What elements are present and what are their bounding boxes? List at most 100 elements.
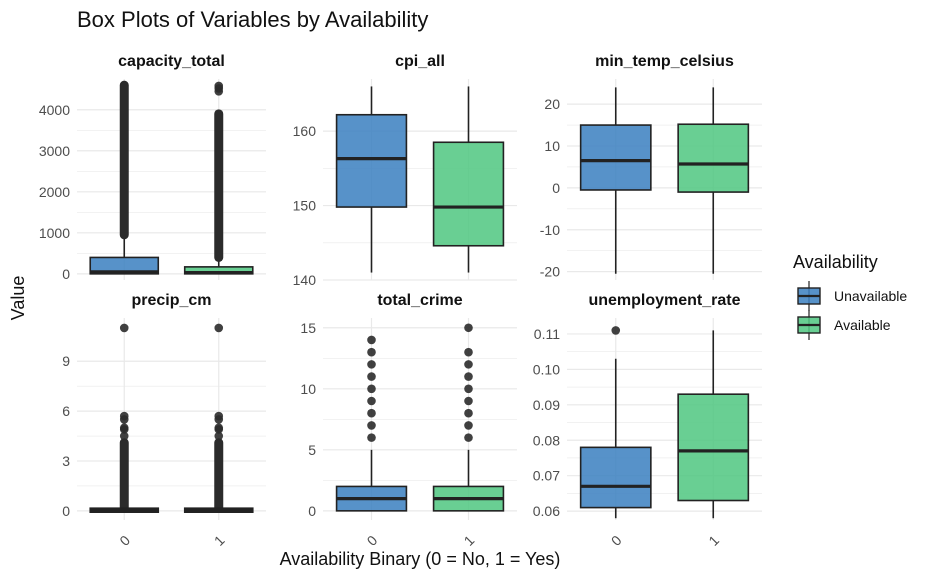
outlier-point [367,347,376,357]
y-tick-label: 0.07 [533,468,560,484]
outlier-point [367,335,376,345]
y-tick-label: 10 [544,138,560,154]
outlier-point [464,372,473,381]
y-tick-label: 0.08 [533,432,560,448]
y-tick-label: 0 [308,503,316,519]
legend-label: Unavailable [834,288,907,304]
y-tick-label: 1000 [39,225,70,241]
x-tick-label: 0 [116,532,133,549]
box-group-cpi-all-1 [432,86,505,273]
outlier-point [464,408,473,418]
y-tick-label: 0 [552,180,560,196]
y-tick-label: 160 [293,123,317,139]
box-group-precip-cm-0 [89,323,160,513]
y-tick-label: 4000 [39,102,70,118]
outlier-point [464,384,473,394]
outlier-point [464,360,473,369]
outlier-point [367,421,376,430]
outlier-point [119,423,129,433]
strip-label-total-crime: total_crime [377,292,462,309]
outlier-point [464,396,473,406]
y-tick-label: 5 [308,442,316,458]
x-tick-label: 1 [461,532,478,549]
legend: Availability Unavailable Available [793,252,907,340]
y-tick-label: 0 [62,266,70,282]
box-group-total-crime-0 [335,335,408,512]
y-tick-label: 0.06 [533,503,560,519]
panel-min-temp-celsius: min_temp_celsius -20 -10 0 10 20 [540,53,762,280]
legend-entry-available: Available [797,310,891,340]
panel-total-crime: total_crime 0 5 10 15 0 1 [300,292,517,549]
legend-entries: Unavailable Available [797,281,907,340]
legend-title: Availability [793,252,878,272]
chart-title: Box Plots of Variables by Availability [77,7,428,32]
outlier-point [367,384,376,394]
panel-unemployment-rate: unemployment_rate 0.06 0.07 0.08 0.09 0.10 0.1… [533,292,762,549]
y-tick-label: 15 [300,320,316,336]
outlier-point [464,347,473,357]
panel-precip-cm: precip_cm 0 3 6 9 0 1 [62,292,266,549]
box-group-unemployment-rate-0 [579,326,652,519]
outlier-point [119,411,129,421]
box [432,141,505,247]
y-tick-label: 10 [300,381,316,397]
x-axis-title: Availability Binary (0 = No, 1 = Yes) [280,549,561,569]
y-tick-label: 150 [293,198,317,214]
x-tick-label: 1 [211,532,228,549]
box-group-total-crime-1 [432,323,505,512]
outlier-band [119,80,129,240]
box [677,123,750,193]
y-tick-label: 3 [62,453,70,469]
y-axis-title: Value [8,276,28,321]
y-tick-label: 6 [62,403,70,419]
strip-label-capacity-total: capacity_total [118,53,225,70]
box [579,446,652,509]
box [89,256,160,275]
strip-label-cpi-all: cpi_all [395,53,445,70]
outlier-point [214,81,224,91]
outlier-point [119,323,129,333]
legend-entry-unavailable: Unavailable [797,281,907,311]
y-tick-label: 0 [62,503,70,519]
outlier-point [464,421,473,430]
strip-label-unemployment-rate: unemployment_rate [588,292,740,309]
y-tick-label: 0.09 [533,397,560,413]
y-tick-label: -20 [540,264,560,280]
facet-panels: capacity_total01000200030004000cpi_all14… [39,53,762,549]
box [335,113,408,208]
x-tick-label: 0 [364,532,381,549]
box [579,124,652,191]
outlier-band [214,438,224,513]
outlier-point [611,326,621,335]
box-group-capacity-total-0 [89,80,160,275]
x-tick-label: 0 [608,532,625,549]
strip-label-precip-cm: precip_cm [131,292,211,309]
y-tick-label: 20 [544,96,560,112]
y-tick-label: 140 [293,272,317,288]
outlier-point [119,431,129,441]
outlier-point [464,433,473,442]
box-group-min-temp-celsius-1 [677,87,750,274]
box-group-capacity-total-1 [183,81,254,275]
outlier-point [214,431,224,441]
box-group-min-temp-celsius-0 [579,87,652,274]
x-tick-label: 1 [705,532,722,549]
box-group-unemployment-rate-1 [677,330,750,519]
outlier-point [214,423,224,433]
y-tick-label: 3000 [39,143,70,159]
box-group-precip-cm-1 [183,323,254,513]
panel-cpi-all: cpi_all 140 150 160 [293,53,517,288]
box-group-cpi-all-0 [335,86,408,273]
y-tick-label: 0.11 [534,326,560,342]
y-tick-label: 9 [62,353,70,369]
y-tick-label: 2000 [39,184,70,200]
outlier-point [464,323,473,333]
legend-label: Available [834,317,891,333]
y-tick-label: 0.10 [533,361,560,377]
outlier-point [367,372,376,381]
strip-label-min-temp-celsius: min_temp_celsius [595,53,734,70]
panel-capacity-total: capacity_total 0 1000 2000 3000 4000 [39,53,266,282]
outlier-point [367,408,376,418]
outlier-point [367,360,376,369]
outlier-band [214,109,224,262]
